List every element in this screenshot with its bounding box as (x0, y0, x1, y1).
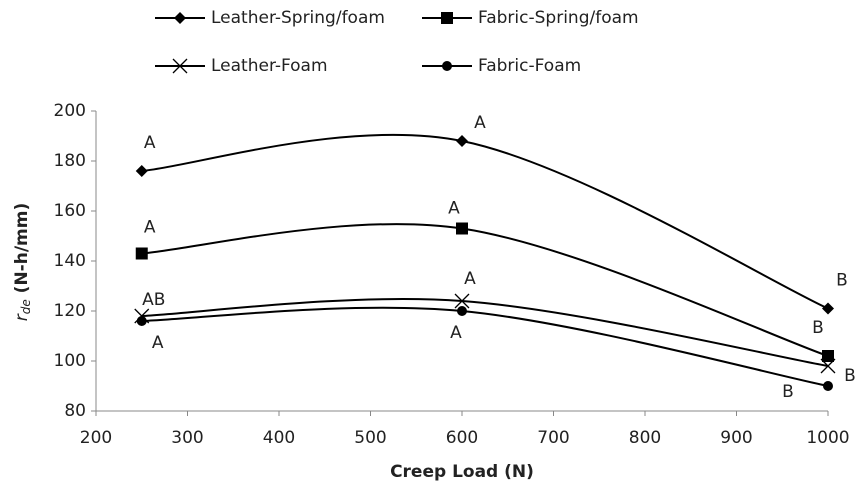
y-axis-label: rde (N-h/mm) (12, 203, 33, 321)
marker (822, 350, 834, 362)
annotation: B (836, 271, 848, 291)
marker (822, 302, 834, 315)
legend-label: Fabric-Foam (478, 56, 581, 76)
marker (454, 293, 470, 309)
x-tick-label: 900 (720, 428, 752, 448)
x-tick-label: 200 (80, 428, 112, 448)
marker (136, 316, 147, 326)
y-tick-label: 160 (54, 201, 86, 221)
annotation: A (464, 269, 476, 289)
legend-label: Leather-Foam (211, 56, 328, 76)
line (141, 298, 829, 367)
y-tick-label: 200 (54, 101, 86, 121)
x-tick-label: 300 (171, 428, 203, 448)
legend-marker (172, 58, 188, 74)
annotation: B (844, 366, 856, 386)
annotation: A (144, 133, 156, 153)
annotation: A (152, 333, 164, 353)
marker (135, 247, 148, 260)
x-tick-label: 800 (629, 428, 661, 448)
line (141, 223, 829, 357)
marker (457, 306, 467, 316)
annotation: B (782, 382, 794, 402)
x-tick-label: 1000 (806, 428, 849, 448)
marker (135, 165, 148, 177)
x-tick-label: 400 (263, 428, 295, 448)
line (141, 133, 829, 310)
annotation: A (448, 199, 460, 219)
annotation: A (144, 218, 156, 238)
x-tick-label: 700 (537, 428, 569, 448)
marker (820, 358, 836, 374)
marker (823, 381, 833, 391)
marker (456, 135, 468, 147)
legend-marker (174, 12, 186, 24)
annotation: AB (142, 290, 165, 310)
annotation: A (474, 113, 486, 133)
legend-marker (441, 12, 453, 24)
legend-marker (442, 61, 452, 71)
annotation: A (450, 323, 462, 343)
y-tick-label: 120 (54, 301, 86, 321)
y-tick-label: 80 (64, 401, 86, 421)
x-tick-label: 500 (354, 428, 386, 448)
y-tick-label: 140 (54, 251, 86, 271)
x-tick-label: 600 (446, 428, 478, 448)
y-tick-label: 180 (54, 151, 86, 171)
x-axis-label: Creep Load (N) (390, 462, 534, 482)
marker (456, 222, 468, 235)
legend-label: Fabric-Spring/foam (478, 8, 639, 28)
legend-label: Leather-Spring/foam (211, 8, 385, 28)
y-tick-label: 100 (54, 351, 86, 371)
annotation: B (812, 318, 824, 338)
line (141, 306, 829, 387)
